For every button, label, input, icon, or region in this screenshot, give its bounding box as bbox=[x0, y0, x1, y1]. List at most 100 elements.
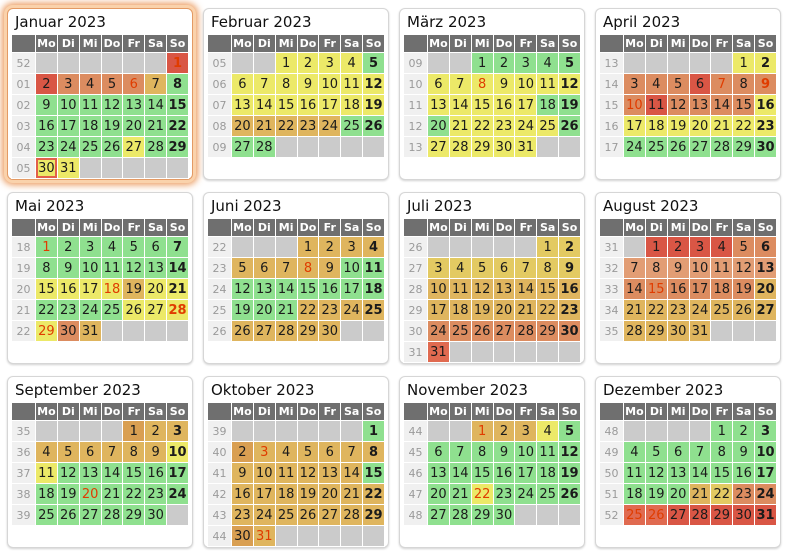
empty-day-cell bbox=[536, 136, 560, 158]
empty-day-cell bbox=[274, 525, 298, 547]
weekday-header-so: So bbox=[558, 402, 581, 421]
day-cell-januar-2023-18: 18 bbox=[78, 115, 102, 137]
day-cell-januar-2023-16: 16 bbox=[35, 115, 58, 137]
day-cell-oktober-2023-6: 6 bbox=[318, 441, 342, 463]
day-cell-april-2023-27: 27 bbox=[688, 136, 712, 158]
day-cell-dezember-2023-14: 14 bbox=[688, 462, 712, 484]
day-cell-juli-2023-25: 25 bbox=[448, 320, 472, 342]
day-cell-september-2023-14: 14 bbox=[100, 462, 124, 484]
empty-day-cell bbox=[536, 504, 560, 526]
day-cell-juni-2023-4: 4 bbox=[362, 236, 385, 258]
day-cell-juli-2023-13: 13 bbox=[492, 278, 516, 300]
day-cell-april-2023-1: 1 bbox=[732, 52, 756, 74]
day-cell-august-2023-27: 27 bbox=[754, 299, 777, 321]
empty-day-cell bbox=[231, 236, 254, 258]
week-number-cell: 30 bbox=[403, 320, 428, 342]
week-number-cell: 22 bbox=[11, 320, 36, 342]
day-cell-februar-2023-17: 17 bbox=[318, 94, 342, 116]
day-cell-juli-2023-3: 3 bbox=[427, 257, 450, 279]
day-cell-m-rz-2023-13: 13 bbox=[427, 94, 450, 116]
day-cell-oktober-2023-18: 18 bbox=[274, 483, 298, 505]
day-cell-oktober-2023-27: 27 bbox=[318, 504, 342, 526]
week-number-cell: 37 bbox=[11, 462, 36, 484]
day-cell-november-2023-10: 10 bbox=[514, 441, 538, 463]
day-cell-mai-2023-15: 15 bbox=[35, 278, 58, 300]
day-cell-august-2023-10: 10 bbox=[688, 257, 712, 279]
empty-day-cell bbox=[252, 52, 276, 74]
weekday-header-mi: Mi bbox=[470, 34, 494, 53]
week-number-cell: 24 bbox=[207, 278, 232, 300]
day-cell-m-rz-2023-5: 5 bbox=[558, 52, 581, 74]
day-cell-november-2023-13: 13 bbox=[427, 462, 450, 484]
week-number-cell: 01 bbox=[11, 73, 36, 95]
day-cell-august-2023-23: 23 bbox=[666, 299, 690, 321]
day-cell-februar-2023-18: 18 bbox=[340, 94, 364, 116]
weekday-header-do: Do bbox=[688, 402, 712, 421]
week-number-cell: 11 bbox=[403, 94, 428, 116]
day-cell-m-rz-2023-24: 24 bbox=[514, 115, 538, 137]
day-cell-dezember-2023-19: 19 bbox=[644, 483, 668, 505]
day-cell-dezember-2023-20: 20 bbox=[666, 483, 690, 505]
day-cell-februar-2023-11: 11 bbox=[340, 73, 364, 95]
week-number-cell: 08 bbox=[207, 115, 232, 137]
weekday-header-do: Do bbox=[296, 402, 320, 421]
day-cell-dezember-2023-24: 24 bbox=[754, 483, 777, 505]
day-cell-august-2023-19: 19 bbox=[732, 278, 756, 300]
day-cell-august-2023-31: 31 bbox=[688, 320, 712, 342]
week-number-cell: 23 bbox=[207, 257, 232, 279]
month-card-oktober-2023: Oktober 2023 Mo Di Mi Do Fr Sa So 39 1 40 2 3 4 5 6 7 8 41… bbox=[203, 376, 389, 548]
weekday-header-fr: Fr bbox=[710, 34, 734, 53]
day-cell-august-2023-20: 20 bbox=[754, 278, 777, 300]
day-cell-august-2023-12: 12 bbox=[732, 257, 756, 279]
week-number-cell: 05 bbox=[207, 52, 232, 74]
day-cell-juli-2023-2: 2 bbox=[558, 236, 581, 258]
day-cell-dezember-2023-8: 8 bbox=[710, 441, 734, 463]
weekday-header-so: So bbox=[166, 402, 189, 421]
empty-day-cell bbox=[340, 320, 364, 342]
day-cell-mai-2023-24: 24 bbox=[78, 299, 102, 321]
empty-day-cell bbox=[448, 52, 472, 74]
day-cell-dezember-2023-16: 16 bbox=[732, 462, 756, 484]
weekday-header-sa: Sa bbox=[536, 218, 560, 237]
weekday-header-fr: Fr bbox=[710, 402, 734, 421]
week-number-cell: 28 bbox=[403, 278, 428, 300]
weekday-header-mo: Mo bbox=[427, 34, 450, 53]
day-cell-april-2023-12: 12 bbox=[666, 94, 690, 116]
day-cell-november-2023-12: 12 bbox=[558, 441, 581, 463]
month-card-dezember-2023: Dezember 2023 Mo Di Mi Do Fr Sa So 48 1 2 3 49 4 5 6 7 8 9… bbox=[595, 376, 781, 548]
day-cell-november-2023-27: 27 bbox=[427, 504, 450, 526]
day-cell-juli-2023-28: 28 bbox=[514, 320, 538, 342]
day-cell-april-2023-14: 14 bbox=[710, 94, 734, 116]
week-number-cell: 35 bbox=[11, 420, 36, 442]
day-cell-juli-2023-9: 9 bbox=[558, 257, 581, 279]
day-cell-november-2023-9: 9 bbox=[492, 441, 516, 463]
empty-day-cell bbox=[100, 157, 124, 179]
day-cell-november-2023-11: 11 bbox=[536, 441, 560, 463]
day-cell-mai-2023-14: 14 bbox=[166, 257, 189, 279]
header-corner-cell bbox=[599, 34, 624, 53]
weekday-header-fr: Fr bbox=[710, 218, 734, 237]
week-number-cell: 32 bbox=[599, 257, 624, 279]
month-grid: Mo Di Mi Do Fr Sa So 48 1 2 3 49 4 5 6 7 8 9 10 50 11 12 13 14 1… bbox=[599, 402, 777, 526]
weekday-header-fr: Fr bbox=[318, 34, 342, 53]
day-cell-september-2023-9: 9 bbox=[144, 441, 168, 463]
empty-day-cell bbox=[492, 341, 516, 363]
month-card-april-2023: April 2023 Mo Di Mi Do Fr Sa So 13 1 2 14 3 4 5 6 7 8 9 15 1… bbox=[595, 8, 781, 180]
day-cell-april-2023-30: 30 bbox=[754, 136, 777, 158]
day-cell-august-2023-6: 6 bbox=[754, 236, 777, 258]
day-cell-juni-2023-29: 29 bbox=[296, 320, 320, 342]
week-number-cell: 44 bbox=[403, 420, 428, 442]
month-grid: Mo Di Mi Do Fr Sa So 26 1 2 27 3 4 5 6 7 8 9 28 10 11 12 13 14 1… bbox=[403, 218, 581, 363]
day-cell-februar-2023-13: 13 bbox=[231, 94, 254, 116]
weekday-header-di: Di bbox=[448, 34, 472, 53]
day-cell-dezember-2023-1: 1 bbox=[710, 420, 734, 442]
day-cell-dezember-2023-31: 31 bbox=[754, 504, 777, 526]
day-cell-juli-2023-22: 22 bbox=[536, 299, 560, 321]
week-number-cell: 18 bbox=[11, 236, 36, 258]
day-cell-april-2023-22: 22 bbox=[732, 115, 756, 137]
weekday-header-mi: Mi bbox=[274, 402, 298, 421]
day-cell-dezember-2023-10: 10 bbox=[754, 441, 777, 463]
day-cell-m-rz-2023-21: 21 bbox=[448, 115, 472, 137]
day-cell-oktober-2023-4: 4 bbox=[274, 441, 298, 463]
empty-day-cell bbox=[122, 52, 146, 74]
